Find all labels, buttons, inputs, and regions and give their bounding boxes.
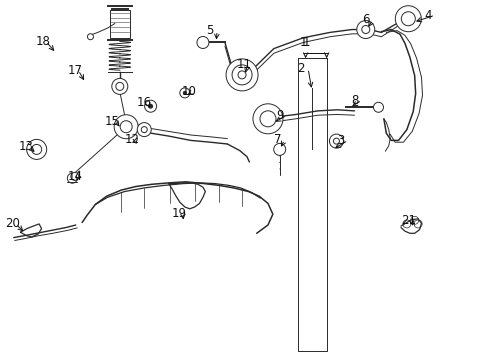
Text: 14: 14 <box>67 170 82 183</box>
Text: 16: 16 <box>137 96 152 109</box>
Circle shape <box>148 104 153 109</box>
Circle shape <box>183 91 186 95</box>
Circle shape <box>225 59 258 91</box>
Text: 3: 3 <box>337 134 344 147</box>
Circle shape <box>144 100 156 112</box>
Circle shape <box>252 104 283 134</box>
Text: 2: 2 <box>297 62 304 75</box>
Circle shape <box>71 172 79 180</box>
Circle shape <box>356 21 374 39</box>
Text: 13: 13 <box>19 140 33 153</box>
Circle shape <box>273 143 285 156</box>
Circle shape <box>197 36 208 49</box>
Text: 1: 1 <box>299 36 306 49</box>
Circle shape <box>67 173 77 183</box>
Text: 8: 8 <box>350 94 358 107</box>
Text: 6: 6 <box>361 13 368 26</box>
Text: 17: 17 <box>67 64 82 77</box>
Circle shape <box>27 139 46 159</box>
Circle shape <box>329 134 343 148</box>
Circle shape <box>394 6 421 32</box>
Circle shape <box>180 88 189 98</box>
Circle shape <box>112 78 127 94</box>
Circle shape <box>87 34 93 40</box>
Text: 7: 7 <box>273 133 281 146</box>
Text: 21: 21 <box>400 214 415 227</box>
Text: 1: 1 <box>302 36 309 49</box>
Text: 15: 15 <box>105 115 120 128</box>
Text: 18: 18 <box>35 35 50 48</box>
Circle shape <box>373 102 383 112</box>
Text: 20: 20 <box>5 217 20 230</box>
Circle shape <box>114 115 138 139</box>
Text: 9: 9 <box>276 109 283 122</box>
Text: 12: 12 <box>124 133 140 146</box>
Text: 11: 11 <box>237 58 252 71</box>
Circle shape <box>137 123 151 136</box>
Text: 4: 4 <box>424 9 431 22</box>
Text: 19: 19 <box>172 207 187 220</box>
Text: 5: 5 <box>206 24 213 37</box>
Text: 10: 10 <box>182 85 196 98</box>
